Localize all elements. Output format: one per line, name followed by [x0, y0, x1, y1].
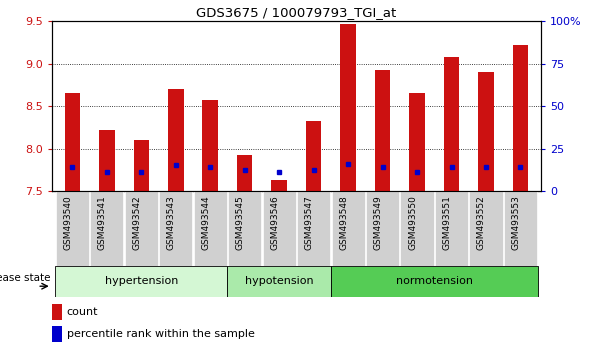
Bar [478, 72, 494, 191]
Bar [435, 191, 468, 266]
Bar [263, 191, 295, 266]
Bar [228, 191, 261, 266]
Bar [297, 191, 330, 266]
Bar [409, 93, 425, 191]
Text: GSM493545: GSM493545 [236, 195, 244, 250]
Text: GSM493542: GSM493542 [133, 195, 141, 250]
Text: normotension: normotension [396, 276, 473, 286]
Text: GSM493548: GSM493548 [339, 195, 348, 250]
Bar [469, 191, 503, 266]
Bar [366, 191, 399, 266]
Bar [90, 191, 123, 266]
Bar [331, 191, 365, 266]
Text: GSM493547: GSM493547 [305, 195, 314, 250]
Bar [331, 266, 537, 297]
Bar [99, 130, 114, 191]
Bar [56, 191, 89, 266]
Bar [340, 24, 356, 191]
Text: hypotension: hypotension [245, 276, 314, 286]
Text: GSM493549: GSM493549 [373, 195, 382, 250]
Bar [168, 89, 184, 191]
Bar [513, 45, 528, 191]
Bar [134, 140, 149, 191]
Bar [237, 155, 252, 191]
Text: GSM493540: GSM493540 [63, 195, 72, 250]
Bar [125, 191, 158, 266]
Text: GSM493541: GSM493541 [98, 195, 107, 250]
Bar [159, 191, 192, 266]
Text: disease state: disease state [0, 273, 50, 283]
Text: GSM493550: GSM493550 [408, 195, 417, 250]
Bar [194, 191, 227, 266]
Text: hypertension: hypertension [105, 276, 178, 286]
Bar [271, 180, 287, 191]
Text: GSM493553: GSM493553 [511, 195, 520, 250]
Bar [504, 191, 537, 266]
Text: GSM493552: GSM493552 [477, 195, 486, 250]
Bar [52, 304, 62, 320]
Bar [55, 266, 227, 297]
Text: GSM493543: GSM493543 [167, 195, 176, 250]
Bar [64, 93, 80, 191]
Text: GSM493544: GSM493544 [201, 195, 210, 250]
Bar [444, 57, 459, 191]
Text: percentile rank within the sample: percentile rank within the sample [67, 330, 255, 339]
Bar [306, 121, 322, 191]
Bar [52, 326, 62, 342]
Title: GDS3675 / 100079793_TGI_at: GDS3675 / 100079793_TGI_at [196, 6, 396, 19]
Text: GSM493546: GSM493546 [270, 195, 279, 250]
Bar [227, 266, 331, 297]
Text: count: count [67, 307, 98, 318]
Bar [401, 191, 434, 266]
Bar [202, 100, 218, 191]
Text: GSM493551: GSM493551 [443, 195, 452, 250]
Bar [375, 70, 390, 191]
